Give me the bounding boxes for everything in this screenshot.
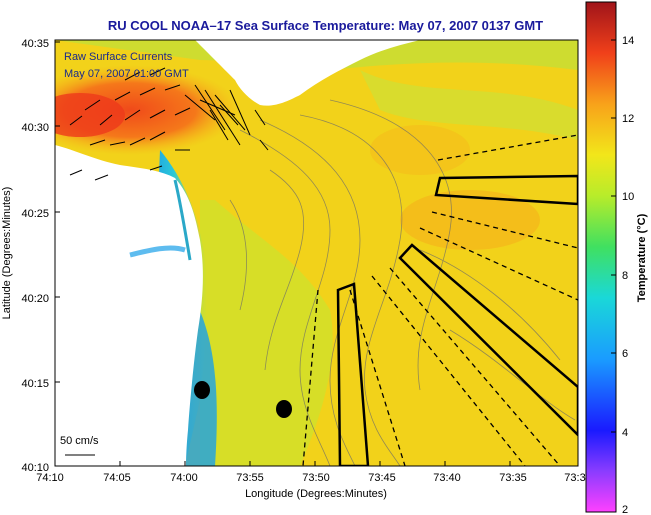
map-plot-area: Raw Surface Currents May 07, 2007 01:00 … — [55, 40, 578, 466]
buoy-marker-2 — [276, 400, 292, 418]
x-tick-2: 74:05 — [103, 472, 131, 484]
ocean-northeast-band — [360, 70, 578, 140]
y-tick-6: 40:10 — [21, 462, 49, 474]
colorbar-tick-10: 10 — [622, 191, 634, 203]
new-jersey-land — [55, 145, 203, 466]
colorbar-tick-8: 8 — [622, 270, 628, 282]
colorbar-tick-6: 6 — [622, 348, 628, 360]
x-tick-3: 74:00 — [170, 472, 198, 484]
y-tick-4: 40:20 — [21, 293, 49, 305]
colorbar-tick-marks — [611, 39, 616, 433]
warm-pocket-north — [370, 125, 470, 175]
bay-fringe — [129, 245, 186, 258]
surface-current-vectors — [65, 67, 269, 456]
bathymetry-contours — [229, 99, 576, 466]
buoy-marker-1 — [194, 381, 210, 399]
currents-legend-line2: May 07, 2007 01:00 GMT — [64, 68, 189, 80]
vector-scale-label: 50 cm/s — [60, 435, 99, 447]
x-tick-8: 73:35 — [499, 472, 527, 484]
y-tick-2: 40:30 — [21, 122, 49, 134]
ocean-cool-band — [200, 200, 333, 466]
coast-fringe — [173, 179, 192, 261]
x-tick-6: 73:45 — [368, 472, 396, 484]
long-island-land — [195, 40, 420, 106]
x-axis-label: Longitude (Degrees:Minutes) — [245, 488, 387, 500]
colorbar — [585, 1, 617, 513]
colorbar-tick-14: 14 — [622, 35, 634, 47]
x-tick-9: 73:3 — [564, 472, 585, 484]
y-tick-3: 40:25 — [21, 208, 49, 220]
plot-frame — [54, 39, 579, 467]
staten-island-land — [255, 40, 330, 66]
y-tick-5: 40:15 — [21, 378, 49, 390]
x-tick-4: 73:55 — [236, 472, 264, 484]
y-axis-label: Latitude (Degrees:Minutes) — [1, 187, 13, 320]
colorbar-label: Temperature (°C) — [636, 213, 648, 302]
colorbar-tick-4: 4 — [622, 427, 628, 439]
hot-core — [55, 93, 125, 137]
map-title: RU COOL NOAA–17 Sea Surface Temperature:… — [107, 18, 544, 33]
warm-pocket-east — [400, 190, 540, 250]
x-tick-5: 73:50 — [302, 472, 330, 484]
axis-tick-marks — [54, 41, 511, 466]
colorbar-tick-12: 12 — [622, 113, 634, 125]
colorbar-tick-2: 2 — [622, 504, 628, 515]
x-tick-7: 73:40 — [433, 472, 461, 484]
x-tick-1: 74:10 — [36, 472, 64, 484]
radar-sectors — [336, 174, 578, 466]
y-tick-1: 40:35 — [21, 38, 49, 50]
currents-legend-line1: Raw Surface Currents — [64, 51, 173, 63]
radar-dashed-lines — [302, 134, 578, 466]
